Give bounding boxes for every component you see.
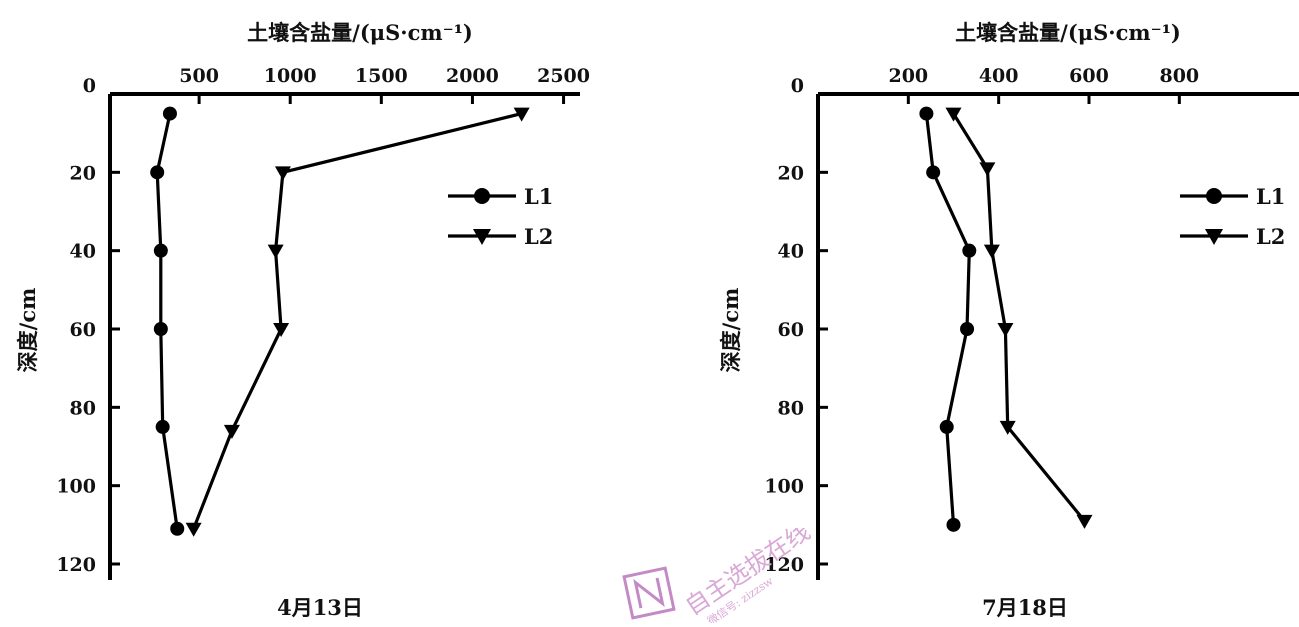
- series-line-L2: [952, 112, 1086, 522]
- legend-label-L2: L2: [1256, 224, 1285, 249]
- data-point-L1: [962, 243, 977, 258]
- series-line-L1: [155, 113, 179, 530]
- data-point-L2: [513, 107, 530, 122]
- data-point-L2: [185, 522, 202, 537]
- legend-marker-L2: [473, 229, 491, 245]
- legend-label-L1: L1: [1256, 184, 1285, 209]
- y-tick-label: 100: [764, 476, 804, 498]
- y-tick-label: 60: [70, 319, 96, 341]
- y-axis-title: 深度/cm: [718, 288, 743, 373]
- data-point-L1: [153, 322, 168, 336]
- data-point-L1: [919, 106, 934, 121]
- data-point-L1: [939, 419, 954, 434]
- x-tick-label: 200: [888, 65, 928, 87]
- data-point-L1: [153, 243, 168, 258]
- data-point-L1: [155, 419, 170, 434]
- data-point-L2: [997, 323, 1014, 337]
- series-line-L1: [924, 113, 971, 525]
- y-tick-label: 40: [778, 241, 804, 263]
- y-tick-label: 120: [56, 554, 96, 576]
- data-point-L2: [267, 244, 284, 259]
- chart-panel-2: 2004006008001200020406080100120土壤含盐量/(μS…: [718, 20, 1299, 620]
- y-axis-title: 深度/cm: [15, 288, 40, 373]
- chart-caption: 4月13日: [277, 595, 363, 620]
- chart-caption: 7月18日: [982, 595, 1068, 620]
- data-point-L1: [162, 106, 177, 121]
- data-point-L2: [223, 424, 240, 439]
- legend-label-L1: L1: [524, 184, 553, 209]
- data-point-L2: [979, 162, 996, 177]
- data-point-L1: [150, 165, 165, 180]
- data-point-L2: [1076, 514, 1093, 529]
- data-point-L2: [945, 107, 962, 122]
- y-tick-label: 60: [778, 319, 804, 341]
- x-tick-label: 2000: [446, 65, 499, 87]
- x-tick-label: 800: [1159, 65, 1199, 87]
- y-tick-label: 80: [778, 397, 804, 419]
- y-tick-label: 80: [70, 397, 96, 419]
- y-tick-label: 100: [56, 476, 96, 498]
- data-point-L2: [274, 166, 291, 181]
- data-point-L1: [926, 165, 941, 180]
- y-tick-label: 20: [778, 162, 804, 184]
- data-point-L2: [983, 244, 1000, 259]
- x-axis-title: 土壤含盐量/(μS·cm⁻¹): [955, 20, 1181, 45]
- y-tick-label: 120: [764, 554, 804, 576]
- legend-marker-L1: [474, 188, 490, 204]
- data-point-L2: [999, 420, 1016, 435]
- y-tick-label: 20: [70, 162, 96, 184]
- legend-label-L2: L2: [524, 224, 553, 249]
- legend: L1 L2: [1180, 184, 1285, 249]
- legend-marker-L2: [1205, 229, 1223, 245]
- data-point-L1: [946, 517, 961, 532]
- x-tick-label: 1000: [264, 65, 317, 87]
- x-axis-title: 土壤含盐量/(μS·cm⁻¹): [247, 20, 473, 45]
- x-tick-label: 400: [979, 65, 1019, 87]
- x-tick-label: 600: [1069, 65, 1109, 87]
- legend: L1 L2: [448, 184, 553, 249]
- y-tick-label: 40: [70, 241, 96, 263]
- data-point-L1: [960, 322, 975, 336]
- legend-marker-L1: [1206, 188, 1222, 204]
- y-tick-label: 0: [83, 75, 96, 97]
- y-tick-label: 0: [791, 75, 804, 97]
- data-point-L2: [273, 323, 290, 337]
- x-tick-label: 1500: [355, 65, 408, 87]
- x-tick-label: 2500: [537, 65, 590, 87]
- x-tick-label: 500: [179, 65, 219, 87]
- data-point-L1: [170, 521, 185, 536]
- chart-panel-1: 500 1000 1500 2000 2500 0 20 40 60 80 100 120 土壤含盐量/…: [15, 20, 590, 620]
- series-line-L2: [192, 112, 522, 530]
